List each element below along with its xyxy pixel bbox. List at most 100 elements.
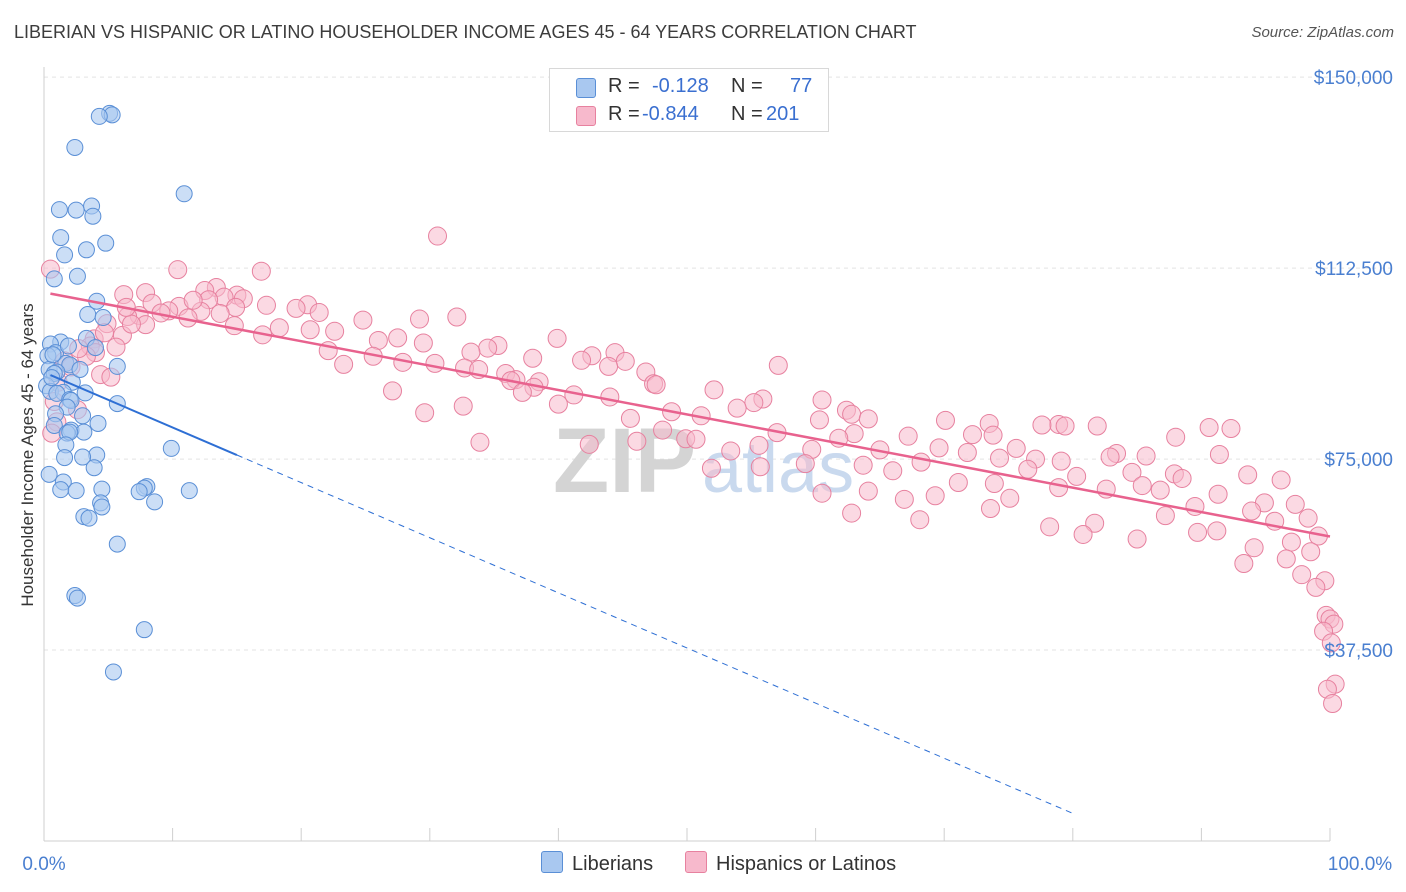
data-point-liberian <box>67 201 85 219</box>
data-point-hispanic <box>701 458 721 478</box>
hispanic-points <box>40 226 1345 714</box>
data-point-hispanic <box>579 434 599 454</box>
data-point-liberian <box>94 309 112 327</box>
data-point-hispanic <box>121 314 141 334</box>
data-point-hispanic <box>599 356 619 376</box>
data-point-hispanic <box>168 260 188 280</box>
data-point-liberian <box>74 448 92 466</box>
data-point-hispanic <box>572 350 592 370</box>
data-point-hispanic <box>1221 419 1241 439</box>
data-point-hispanic <box>428 226 448 246</box>
data-point-hispanic <box>334 354 354 374</box>
data-point-hispanic <box>1073 524 1093 544</box>
axes <box>43 67 1331 842</box>
data-point-hispanic <box>1207 521 1227 541</box>
data-point-hispanic <box>1285 494 1305 514</box>
legend-swatch-hispanics <box>576 106 596 126</box>
grid-lines <box>44 76 1395 651</box>
data-point-hispanic <box>512 382 532 402</box>
data-point-hispanic <box>980 498 1000 518</box>
legend-n-value: 77 <box>790 75 813 97</box>
data-point-liberian <box>97 234 115 252</box>
data-point-hispanic <box>1244 538 1264 558</box>
data-point-liberian <box>77 241 95 259</box>
data-point-hispanic <box>1199 418 1219 438</box>
data-point-liberian <box>79 305 97 323</box>
data-point-hispanic <box>548 394 568 414</box>
data-point-hispanic <box>1208 484 1228 504</box>
data-point-liberian <box>108 535 126 553</box>
data-point-hispanic <box>984 474 1004 494</box>
data-point-hispanic <box>1276 549 1296 569</box>
data-point-liberian <box>108 357 126 375</box>
trend-line-hispanics <box>50 292 1331 538</box>
chart-title: LIBERIAN VS HISPANIC OR LATINO HOUSEHOLD… <box>14 22 917 42</box>
trend-line-liberians <box>50 374 238 456</box>
data-point-hispanic <box>1301 542 1321 562</box>
data-point-liberian <box>130 483 148 501</box>
data-point-hispanic <box>853 455 873 475</box>
data-point-hispanic <box>721 441 741 461</box>
data-point-hispanic <box>1306 577 1326 597</box>
data-point-hispanic <box>447 307 467 327</box>
data-point-hispanic <box>1321 633 1341 653</box>
legend-row-liberians: R = -0.128 N = 77 <box>550 73 828 101</box>
data-point-hispanic <box>646 375 666 395</box>
bottom-legend-liberians: Liberians <box>541 851 653 876</box>
y-tick-label: $37,500 <box>1324 641 1393 662</box>
data-point-hispanic <box>1051 451 1071 471</box>
data-point-liberian <box>84 207 102 225</box>
data-point-liberian <box>66 138 84 156</box>
tick-labels: $37,500 $75,000 $112,500 $150,000 0.0% 100.0% <box>22 68 1393 875</box>
data-point-hispanic <box>768 355 788 375</box>
legend-n-value: 201 <box>766 103 800 125</box>
bottom-legend-label-hispanics: Hispanics or Latinos <box>716 853 897 875</box>
data-point-hispanic <box>948 473 968 493</box>
data-point-hispanic <box>470 432 490 452</box>
data-point-hispanic <box>727 398 747 418</box>
bottom-legend-swatch-liberians <box>541 851 563 873</box>
data-point-liberian <box>175 185 193 203</box>
data-point-liberian <box>104 663 122 681</box>
data-point-hispanic <box>1085 513 1105 533</box>
data-point-hispanic <box>812 483 832 503</box>
data-point-hispanic <box>1155 506 1175 526</box>
data-point-hispanic <box>898 426 918 446</box>
trend-line-liberians-extension <box>236 454 1073 814</box>
data-point-hispanic <box>1242 501 1262 521</box>
data-point-hispanic <box>929 438 949 458</box>
data-point-hispanic <box>858 481 878 501</box>
data-point-hispanic <box>1122 462 1142 482</box>
data-point-hispanic <box>1006 438 1026 458</box>
data-point-hispanic <box>210 303 230 323</box>
data-point-hispanic <box>1238 465 1258 485</box>
data-point-hispanic <box>425 353 445 373</box>
data-point-hispanic <box>523 348 543 368</box>
data-point-liberian <box>135 621 153 639</box>
legend-swatch-liberians <box>576 78 596 98</box>
data-point-hispanic <box>1100 447 1120 467</box>
y-tick-label: $112,500 <box>1315 259 1393 280</box>
trend-lines <box>50 292 1331 814</box>
data-point-hispanic <box>1172 468 1192 488</box>
data-point-hispanic <box>750 457 770 477</box>
data-point-hispanic <box>256 295 276 315</box>
data-point-hispanic <box>1087 416 1107 436</box>
data-point-hispanic <box>1271 470 1291 490</box>
data-point-liberian <box>68 267 86 285</box>
data-point-hispanic <box>478 338 498 358</box>
data-point-hispanic <box>1234 553 1254 573</box>
data-point-hispanic <box>1150 480 1170 500</box>
data-point-hispanic <box>547 328 567 348</box>
data-point-hispanic <box>925 486 945 506</box>
data-point-hispanic <box>325 321 345 341</box>
data-point-hispanic <box>704 380 724 400</box>
data-point-liberian <box>68 589 86 607</box>
data-point-liberian <box>86 339 104 357</box>
data-point-hispanic <box>600 387 620 407</box>
data-point-hispanic <box>1292 565 1312 585</box>
data-point-liberian <box>56 449 74 467</box>
y-axis-title: Householder Income Ages 45 - 64 years <box>18 303 37 606</box>
data-point-hispanic <box>1040 517 1060 537</box>
